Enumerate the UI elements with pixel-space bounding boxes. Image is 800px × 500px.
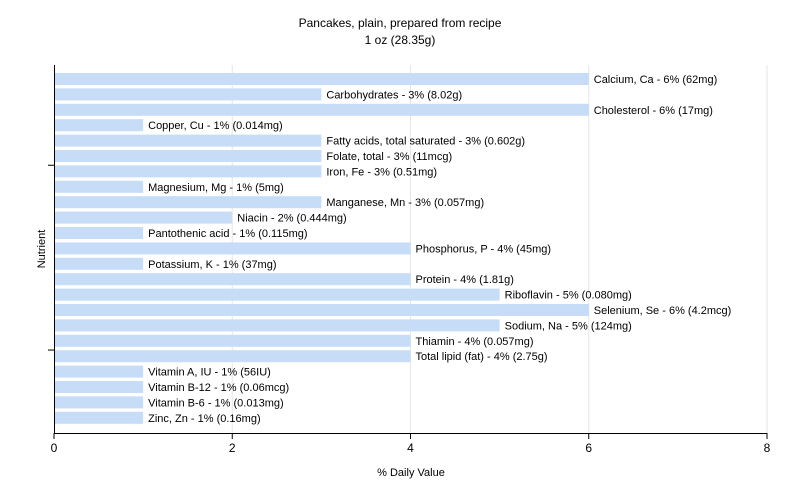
bar-label: Riboflavin - 5% (0.080mg) bbox=[505, 290, 632, 302]
bar bbox=[55, 180, 144, 193]
bar-label: Fatty acids, total saturated - 3% (0.602… bbox=[326, 136, 525, 148]
bar-label: Pantothenic acid - 1% (0.115mg) bbox=[148, 228, 307, 240]
bar bbox=[55, 73, 589, 85]
bar-label: Vitamin A, IU - 1% (56IU) bbox=[148, 367, 271, 379]
bar bbox=[55, 134, 322, 147]
bar bbox=[55, 319, 500, 332]
bar bbox=[55, 257, 144, 270]
bar-label: Folate, total - 3% (11mcg) bbox=[326, 151, 452, 163]
bar-label: Iron, Fe - 3% (0.51mg) bbox=[326, 166, 437, 178]
bar bbox=[55, 350, 411, 363]
chart-title: Pancakes, plain, prepared from recipe bbox=[299, 16, 502, 30]
bar-label: Vitamin B-12 - 1% (0.06mcg) bbox=[148, 382, 289, 394]
bar-label: Manganese, Mn - 3% (0.057mg) bbox=[326, 197, 484, 209]
bar-label: Niacin - 2% (0.444mg) bbox=[237, 213, 346, 225]
bar-label: Sodium, Na - 5% (124mg) bbox=[505, 320, 632, 332]
x-tick-label: 6 bbox=[585, 441, 592, 455]
bar bbox=[55, 88, 322, 101]
bar bbox=[55, 242, 411, 255]
bar bbox=[55, 150, 322, 162]
x-tick-label: 2 bbox=[229, 441, 236, 455]
bar bbox=[55, 411, 144, 424]
bar-label: Calcium, Ca - 6% (62mg) bbox=[594, 74, 717, 86]
x-tick-label: 4 bbox=[407, 441, 414, 455]
bar-label: Magnesium, Mg - 1% (5mg) bbox=[148, 182, 284, 194]
y-axis-title: Nutrient bbox=[36, 230, 48, 269]
x-tick-label: 0 bbox=[51, 441, 58, 455]
bar bbox=[55, 227, 144, 239]
bar bbox=[55, 396, 144, 409]
bar-label: Carbohydrates - 3% (8.02g) bbox=[326, 89, 462, 101]
bar bbox=[55, 119, 144, 132]
bar bbox=[55, 211, 233, 224]
bar-label: Cholesterol - 6% (17mg) bbox=[594, 105, 713, 117]
x-axis-title: % Daily Value bbox=[377, 467, 445, 479]
bar-label: Selenium, Se - 6% (4.2mcg) bbox=[594, 305, 732, 317]
bar bbox=[55, 288, 500, 301]
bar bbox=[55, 304, 589, 316]
bar bbox=[55, 334, 411, 347]
bars: Calcium, Ca - 6% (62mg) Carbohydrates - 3… bbox=[55, 73, 731, 425]
bar-label: Phosphorus, P - 4% (45mg) bbox=[416, 243, 552, 255]
axes: 0 2 4 6 8 bbox=[48, 65, 771, 455]
bar bbox=[55, 365, 144, 378]
bar-label: Thiamin - 4% (0.057mg) bbox=[416, 336, 534, 348]
bar-label: Copper, Cu - 1% (0.014mg) bbox=[148, 120, 283, 132]
bar-label: Protein - 4% (1.81g) bbox=[416, 274, 514, 286]
bar-label: Zinc, Zn - 1% (0.16mg) bbox=[148, 413, 260, 425]
bar-label: Total lipid (fat) - 4% (2.75g) bbox=[416, 351, 548, 363]
bar bbox=[55, 103, 589, 116]
chart-subtitle: 1 oz (28.35g) bbox=[365, 33, 436, 47]
x-tick-label: 8 bbox=[764, 441, 771, 455]
bar bbox=[55, 381, 144, 393]
bar bbox=[55, 273, 411, 286]
bar-label: Potassium, K - 1% (37mg) bbox=[148, 259, 276, 271]
bar bbox=[55, 165, 322, 178]
bar bbox=[55, 196, 322, 209]
bar-label: Vitamin B-6 - 1% (0.013mg) bbox=[148, 397, 284, 409]
